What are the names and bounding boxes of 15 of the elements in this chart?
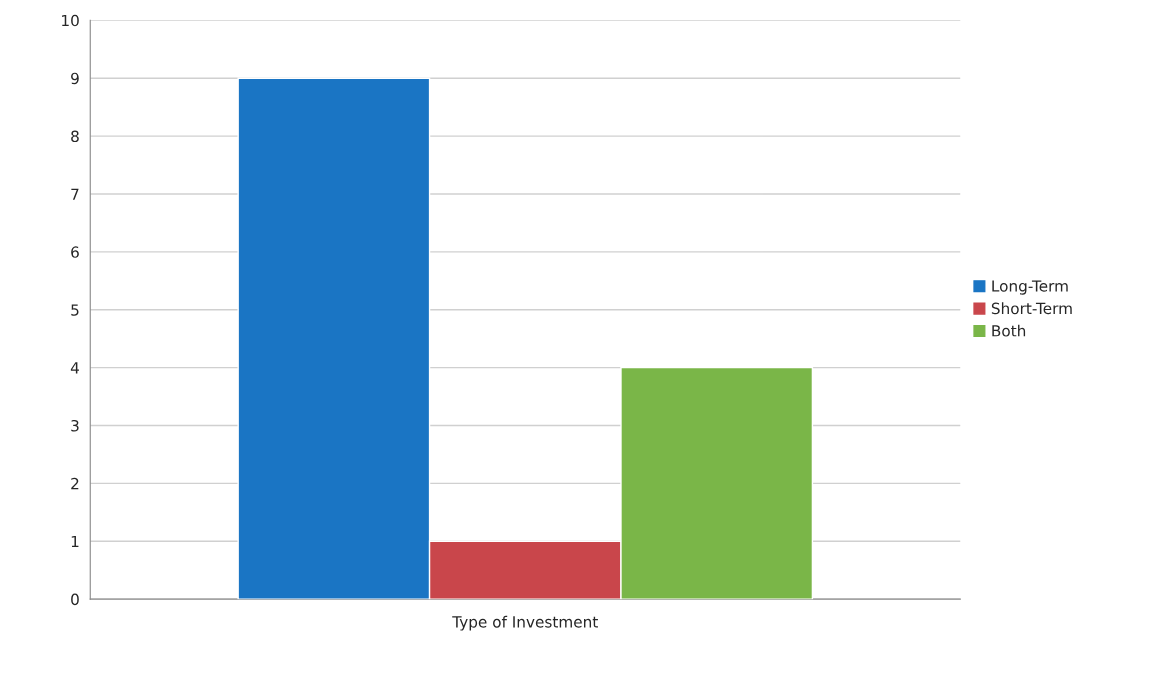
legend-label: Long-Term <box>992 280 1068 295</box>
y-tick-label: 6 <box>71 246 79 258</box>
legend-label: Short-Term <box>991 302 1072 315</box>
y-tick-label: 1 <box>71 535 79 548</box>
y-tick-label: 7 <box>71 188 79 200</box>
y-tick-label: 0 <box>71 593 79 606</box>
y-tick-label: 9 <box>71 72 79 85</box>
y-tick-label: 2 <box>71 477 79 490</box>
legend-label: Both <box>992 324 1026 337</box>
y-tick-label: 5 <box>71 304 79 316</box>
y-tick-label: 8 <box>71 130 79 143</box>
x-tick-label: Type of Investment <box>452 615 598 631</box>
y-tick-label: 10 <box>62 14 79 27</box>
y-tick-label: 3 <box>71 419 79 432</box>
y-tick-label: 4 <box>70 362 79 374</box>
